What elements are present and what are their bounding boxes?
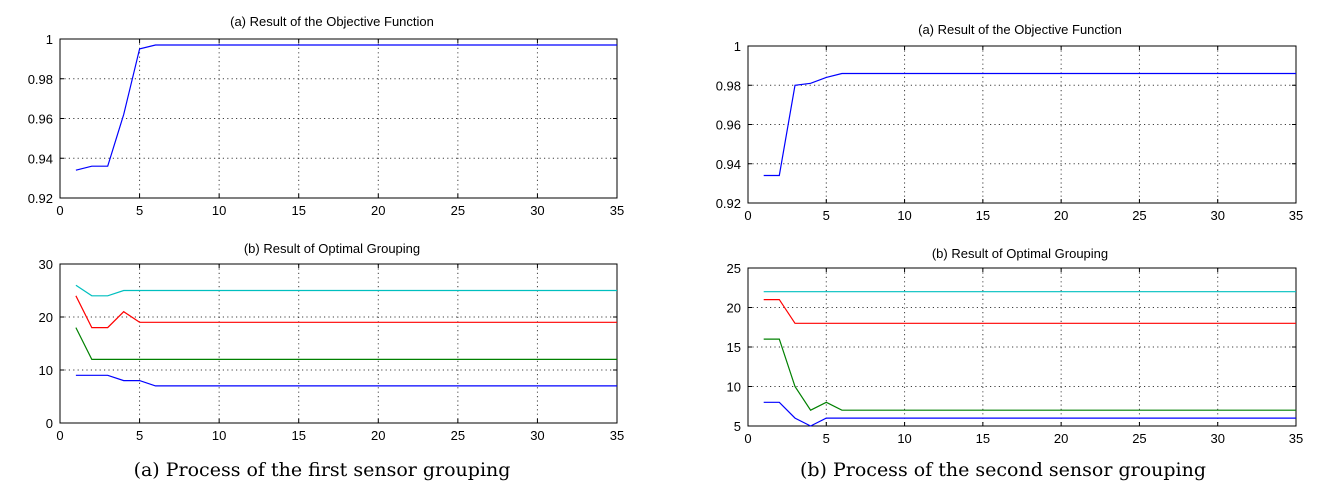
left-top-y-tick-label: 1 [46,32,53,47]
right-top-y-tick-label: 0.98 [716,78,741,93]
right-bottom-x-tick-label: 30 [1210,431,1224,446]
right-bottom-series-line-blue [763,401,1296,427]
left-bottom-x-tick-label: 35 [610,428,624,443]
left-top-x-tick-label: 35 [610,203,624,218]
right-bottom-y-tick-label: 10 [727,380,741,395]
right-bottom-series-line-green [763,338,1296,411]
left-top-x-tick-label: 15 [291,203,305,218]
right-bottom-y-tick-label: 20 [727,301,741,316]
left-caption: (a) Process of the first sensor grouping [134,459,511,481]
left-bottom-y-tick-label: 30 [39,257,53,272]
right-top-y-tick-label: 0.92 [716,196,741,211]
right-bottom-y-tick-label: 15 [727,340,741,355]
left-bottom-x-tick-label: 15 [291,428,305,443]
right-bottom-series-line-red [763,299,1296,324]
right-top-x-tick-label: 5 [823,208,830,223]
right-top-title: (a) Result of the Objective Function [918,22,1122,37]
right-top-x-tick-label: 10 [897,208,911,223]
left-bottom-plot-frame [59,263,618,424]
left-bottom-x-tick-label: 0 [56,428,63,443]
right-bottom-x-tick-label: 10 [897,431,911,446]
right-bottom-x-tick-label: 25 [1132,431,1146,446]
figure-left: (a) Result of the Objective Function 0 5 1… [28,14,625,481]
left-top-y-tick-label: 0.94 [28,151,53,166]
right-top-y-tick-label: 1 [734,39,741,54]
right-top-x-tick-label: 20 [1054,208,1068,223]
right-bottom-y-tick-label: 25 [727,261,741,276]
right-top-x-tick-label: 25 [1132,208,1146,223]
left-top-x-tick-label: 30 [530,203,544,218]
left-bottom-x-tick-label: 25 [451,428,465,443]
left-bottom-plot: 0 5 10 15 20 25 30 35 0 10 20 30 [39,257,625,443]
right-bottom-x-tick-label: 20 [1054,431,1068,446]
right-top-x-tick-label: 0 [744,208,751,223]
right-top-series-line-blue [763,72,1296,177]
right-top-x-tick-label: 35 [1289,208,1303,223]
right-top-plot: 0 5 10 15 20 25 30 35 0.92 0.94 0.96 0.98 1 [716,39,1304,223]
left-top-x-tick-label: 20 [371,203,385,218]
left-bottom-series-line-blue [75,374,617,387]
left-top-x-tick-label: 10 [212,203,226,218]
right-bottom-x-tick-label: 0 [744,431,751,446]
left-bottom-y-tick-label: 10 [39,363,53,378]
left-bottom-series-line-cyan [75,284,617,297]
left-bottom-y-tick-label: 20 [39,310,53,325]
right-bottom-title: (b) Result of Optimal Grouping [932,246,1108,261]
left-bottom-title: (b) Result of Optimal Grouping [244,241,420,256]
left-top-series-line-blue [75,44,617,171]
right-bottom-x-tick-label: 15 [976,431,990,446]
left-top-plot: 0 5 10 15 20 25 30 35 0.92 0.94 0.96 0.98 1 [28,32,625,218]
left-top-x-tick-label: 5 [136,203,143,218]
left-top-x-tick-label: 0 [56,203,63,218]
left-bottom-series-line-green [75,327,617,360]
left-top-y-tick-label: 0.96 [28,112,53,127]
left-bottom-x-tick-label: 10 [212,428,226,443]
left-top-plot-frame [59,38,618,199]
left-bottom-x-tick-label: 20 [371,428,385,443]
left-top-y-tick-label: 0.98 [28,72,53,87]
left-bottom-x-tick-label: 5 [136,428,143,443]
right-bottom-y-tick-label: 5 [734,419,741,434]
left-bottom-y-tick-label: 0 [46,416,53,431]
left-top-y-tick-label: 0.92 [28,191,53,206]
right-bottom-x-tick-label: 5 [823,431,830,446]
right-caption: (b) Process of the second sensor groupin… [800,459,1206,481]
left-bottom-x-tick-label: 30 [530,428,544,443]
right-bottom-x-tick-label: 35 [1289,431,1303,446]
right-top-x-tick-label: 15 [976,208,990,223]
left-top-x-tick-label: 25 [451,203,465,218]
right-top-y-tick-label: 0.96 [716,118,741,133]
left-top-title: (a) Result of the Objective Function [230,14,434,29]
left-bottom-series-line-red [75,295,617,329]
right-top-x-tick-label: 30 [1210,208,1224,223]
right-top-y-tick-label: 0.94 [716,157,741,172]
